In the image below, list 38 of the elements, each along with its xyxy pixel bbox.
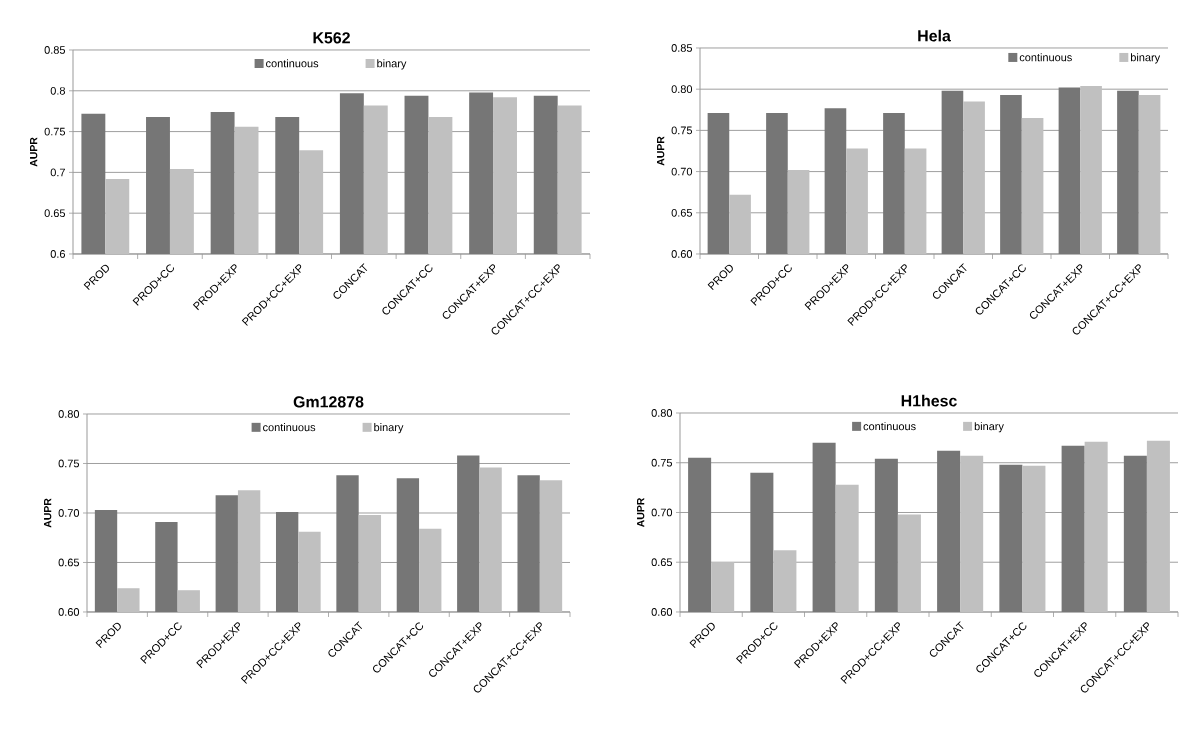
y-tick-label: 0.85 (671, 44, 693, 52)
y-tick-label: 0.75 (671, 126, 693, 135)
y-tick-label: 0.60 (651, 608, 673, 616)
chart-title: K562 (313, 32, 350, 44)
y-tick-label: 0.65 (58, 558, 80, 567)
chart-title: Gm12878 (293, 396, 364, 408)
legend-label: continuous (263, 423, 316, 432)
y-axis-title: AUPR (44, 498, 52, 528)
legend-label: continuous (863, 422, 916, 431)
y-tick-label: 0.75 (58, 459, 80, 468)
y-tick-label: 0.75 (44, 127, 66, 136)
y-tick-label: 0.6 (50, 250, 65, 258)
y-tick-label: 0.8 (50, 86, 65, 95)
legend-label: continuous (266, 59, 319, 68)
y-tick-label: 0.80 (671, 85, 693, 94)
y-tick-label: 0.7 (50, 168, 65, 177)
chart-title: Hela (918, 29, 951, 42)
y-tick-label: 0.65 (651, 558, 673, 567)
y-tick-label: 0.70 (671, 167, 693, 176)
y-axis-title: AUPR (657, 136, 665, 166)
y-tick-label: 0.70 (651, 508, 673, 517)
y-tick-label: 0.75 (651, 458, 673, 467)
legend-label: binary (1131, 53, 1161, 64)
y-axis-title: AUPR (30, 137, 38, 167)
y-tick-label: 0.80 (651, 409, 673, 417)
y-tick-label: 0.80 (58, 410, 80, 418)
y-tick-label: 0.85 (44, 46, 66, 54)
y-axis-title: AUPR (637, 497, 645, 528)
y-tick-label: 0.70 (58, 509, 80, 517)
legend-label: binary (374, 423, 404, 434)
y-tick-label: 0.60 (671, 250, 693, 258)
legend-label: binary (377, 59, 407, 70)
y-tick-label: 0.65 (671, 208, 693, 217)
legend-label: continuous (1019, 53, 1072, 62)
y-tick-label: 0.65 (44, 209, 66, 218)
chart-title: H1hesc (901, 394, 957, 407)
y-tick-label: 0.60 (58, 608, 80, 616)
legend-label: binary (974, 422, 1004, 433)
